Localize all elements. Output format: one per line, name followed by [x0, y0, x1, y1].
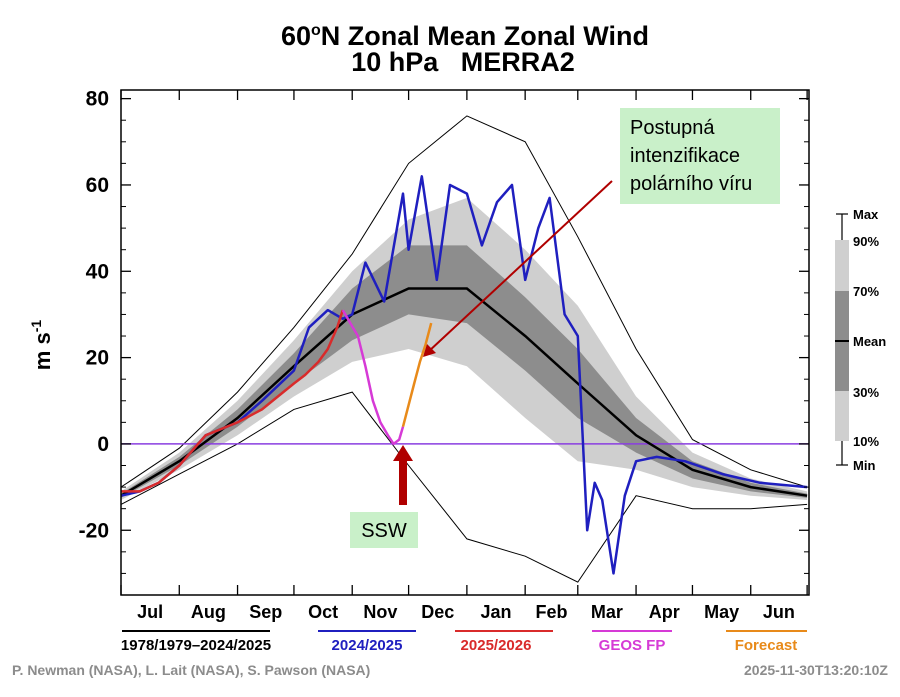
- key-label-10: 10%: [853, 434, 879, 449]
- key-label-30: 30%: [853, 385, 879, 400]
- plot-frame: [120, 89, 810, 596]
- ssw-arrow-icon: [393, 445, 413, 505]
- y-tick-label: 80: [86, 88, 109, 111]
- key-label-mean: Mean: [853, 334, 886, 349]
- key-band-outer-bottom: [835, 391, 849, 441]
- x-tick-label: Dec: [421, 602, 454, 622]
- mean-line: [120, 287, 808, 497]
- chart-title-line2: 10 hPa MERRA2: [351, 47, 575, 77]
- max-line: [120, 115, 808, 488]
- y-tick-label: -20: [79, 519, 109, 542]
- series-2025-2026-line: [121, 309, 344, 493]
- x-ticks: Jul Aug Sep Oct Nov Dec Jan Feb Mar Apr May Jun: [120, 90, 808, 622]
- legend: 1978/1979–2024/2025 2024/2025 2025/2026 …: [121, 630, 807, 654]
- y-tick-label: 20: [86, 347, 109, 370]
- vortex-arrow-line: [427, 180, 613, 353]
- climatology-bands: [121, 197, 808, 500]
- x-tick-label: Oct: [308, 602, 338, 622]
- legend-2026-label: 2025/2026: [461, 637, 532, 654]
- x-tick-label: Jul: [137, 602, 163, 622]
- vortex-line-3: polárního víru: [630, 173, 752, 195]
- x-tick-label: Jun: [763, 602, 795, 622]
- x-tick-label: Jan: [481, 602, 512, 622]
- y-tick-label: 40: [86, 260, 109, 283]
- legend-geos-label: GEOS FP: [599, 637, 666, 654]
- y-axis-label: m s-1: [28, 320, 55, 371]
- key-band-outer-top: [835, 240, 849, 292]
- key-label-min: Min: [853, 458, 875, 473]
- vortex-line-2: intenzifikace: [630, 145, 740, 167]
- credit-text: P. Newman (NASA), L. Lait (NASA), S. Paw…: [12, 662, 370, 678]
- x-tick-label: Nov: [363, 602, 397, 622]
- x-tick-label: May: [704, 602, 739, 622]
- x-tick-label: Feb: [535, 602, 567, 622]
- series-forecast-line: [401, 322, 433, 428]
- x-tick-label: Apr: [649, 602, 680, 622]
- x-tick-label: Aug: [191, 602, 226, 622]
- timestamp: 2025-11-30T13:20:10Z: [744, 662, 888, 678]
- y-tick-label: 60: [86, 174, 109, 197]
- x-tick-label: Sep: [249, 602, 282, 622]
- key-label-max: Max: [853, 207, 879, 222]
- legend-forecast-label: Forecast: [735, 637, 798, 654]
- vortex-box: [620, 108, 780, 204]
- legend-record-label: 1978/1979–2024/2025: [121, 637, 271, 654]
- chart-title-line1: 60oN Zonal Mean Zonal Wind: [281, 21, 649, 51]
- vortex-arrowhead-icon: [423, 344, 436, 357]
- band-10-90: [121, 197, 808, 500]
- key-label-70: 70%: [853, 284, 879, 299]
- y-tick-label: 0: [97, 433, 109, 456]
- percentile-key: Max 90% 70% Mean 30% 10% Min: [835, 207, 886, 473]
- legend-2024-label: 2024/2025: [332, 637, 403, 654]
- vortex-line-1: Postupná: [630, 117, 715, 139]
- series-2024-2025-line: [120, 175, 808, 575]
- series-geos-fp-line: [341, 309, 405, 446]
- ssw-label: SSW: [361, 520, 407, 542]
- key-label-90: 90%: [853, 234, 879, 249]
- ssw-box: [350, 512, 418, 548]
- y-ticks: 80 60 40 20 0 -20: [79, 88, 809, 574]
- x-tick-label: Mar: [591, 602, 623, 622]
- series-lines: [120, 175, 808, 575]
